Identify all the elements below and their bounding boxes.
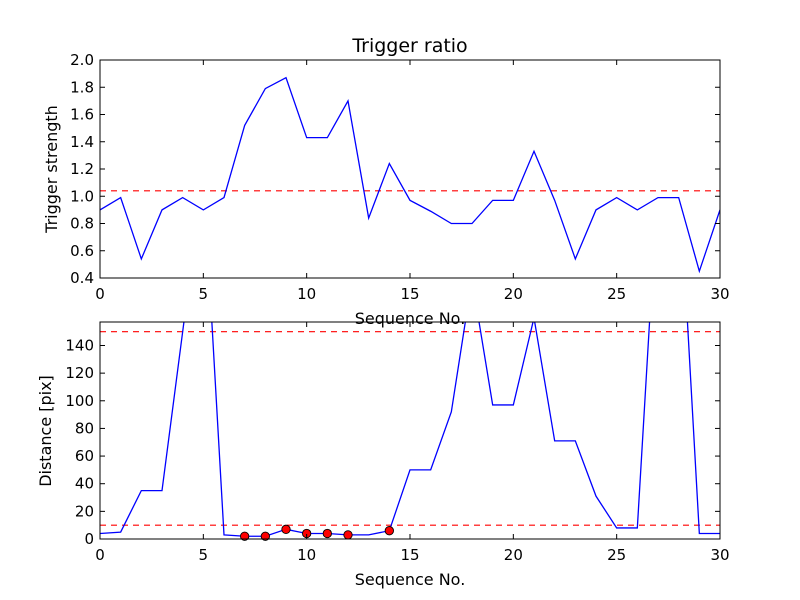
y-tick-label: 60: [75, 447, 94, 465]
y-tick-label: 100: [65, 392, 94, 410]
x-tick-label: 0: [95, 285, 105, 303]
series-line: [100, 322, 720, 537]
y-tick-label: 1.0: [70, 187, 94, 205]
x-tick-label: 30: [710, 546, 729, 564]
x-tick-label: 20: [504, 546, 523, 564]
x-axis-label: Sequence No.: [355, 309, 466, 328]
x-tick-label: 10: [297, 285, 316, 303]
marker-point: [240, 531, 250, 541]
x-tick-label: 15: [400, 285, 419, 303]
marker-point: [384, 526, 394, 536]
x-tick-label: 20: [504, 285, 523, 303]
x-tick-label: 5: [199, 285, 209, 303]
chart-title: Trigger ratio: [351, 35, 467, 57]
plot-frame: [99, 59, 721, 279]
plot-area: [100, 322, 720, 537]
x-tick-label: 10: [297, 546, 316, 564]
y-tick-label: 20: [75, 502, 94, 520]
y-tick-label: 1.4: [70, 133, 94, 151]
y-axis-label: Trigger strength: [42, 105, 61, 234]
marker-point: [260, 531, 270, 541]
y-tick-label: 2.0: [70, 51, 94, 69]
series-line: [100, 76, 720, 274]
x-axis-label: Sequence No.: [355, 570, 466, 589]
y-tick-label: 0.4: [70, 269, 94, 287]
x-tick-label: 15: [400, 546, 419, 564]
y-tick-label: 40: [75, 475, 94, 493]
plot-frame: [99, 321, 721, 540]
x-tick-label: 5: [199, 546, 209, 564]
y-axis-label: Distance [pix]: [36, 375, 55, 487]
x-tick-label: 25: [607, 546, 626, 564]
y-tick-label: 140: [65, 336, 94, 354]
plot-area: [100, 76, 720, 274]
marker-point: [322, 528, 332, 539]
y-tick-label: 1.6: [70, 106, 94, 124]
marker-point: [281, 524, 291, 534]
y-tick-label: 0.8: [70, 215, 94, 233]
y-tick-label: 0.6: [70, 242, 94, 260]
chart-distance: 0 5 10 15 20 25 30 0 20 40 60 80 100 120 140: [65, 321, 730, 564]
y-tick-label: 80: [75, 419, 94, 437]
y-tick-label: 1.8: [70, 78, 94, 96]
y-tick-label: 120: [65, 364, 94, 382]
x-tick-label: 25: [607, 285, 626, 303]
x-tick-label: 0: [95, 546, 105, 564]
y-tick-label: 0: [84, 530, 94, 548]
marker-point: [343, 530, 353, 540]
chart-trigger-ratio: 0 5 10 15 20 25 30 0.4 0.6 0.8 1.0 1.2 1.4 1.6 1.8 2.0: [70, 51, 729, 303]
x-tick-label: 30: [710, 285, 729, 303]
y-tick-label: 1.2: [70, 160, 94, 178]
